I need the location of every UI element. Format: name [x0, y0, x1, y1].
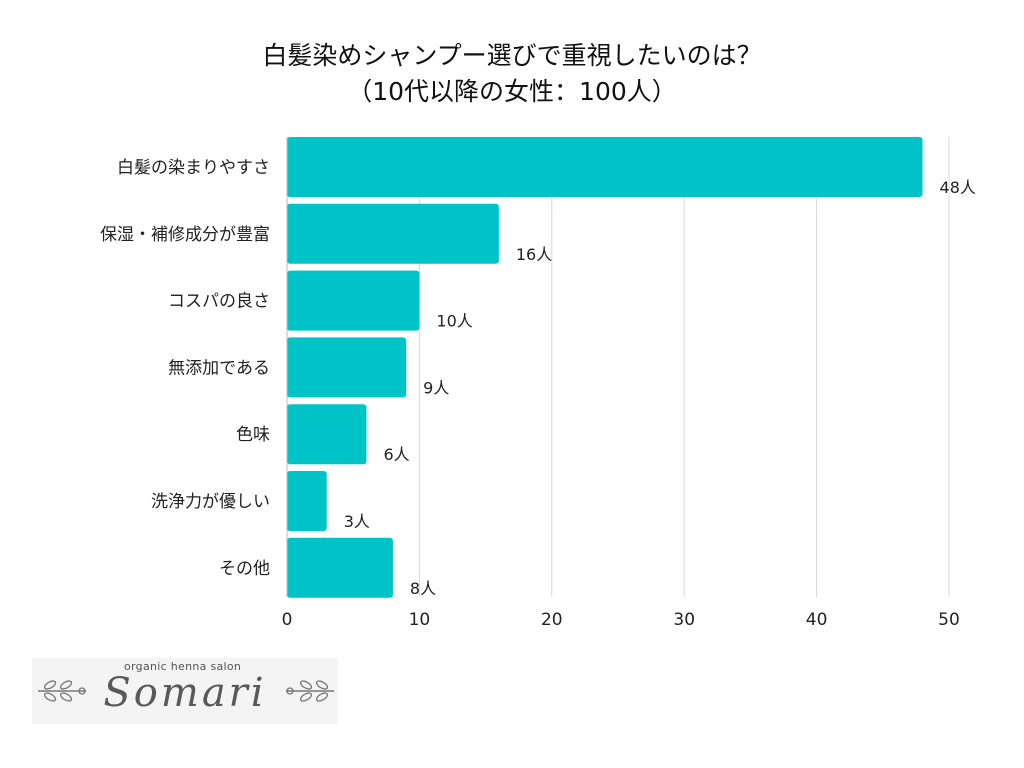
- category-label: 色味: [236, 425, 270, 445]
- value-label: 9人: [423, 378, 449, 397]
- category-label: コスパの良さ: [168, 292, 270, 312]
- category-label: 白髪の染まりやすさ: [117, 158, 270, 178]
- bar: [287, 270, 420, 331]
- category-label: 保湿・補修成分が豊富: [100, 225, 270, 245]
- category-label: 無添加である: [168, 358, 270, 378]
- leaf-branch-icon: [38, 680, 86, 702]
- x-tick-label: 30: [673, 610, 695, 630]
- value-label: 16人: [516, 245, 552, 264]
- bar: [287, 337, 407, 398]
- value-label: 8人: [410, 579, 436, 598]
- x-tick-label: 20: [541, 610, 563, 630]
- x-tick-label: 0: [282, 610, 293, 630]
- bar: [287, 404, 367, 465]
- brand-logo: organic henna salon Somari: [32, 658, 338, 724]
- chart-title: 白髪染めシャンプー選びで重視したいのは？ （10代以降の女性：100人）: [0, 38, 1024, 110]
- category-label: 洗浄力が優しい: [151, 492, 270, 512]
- logo-name: Somari: [103, 670, 267, 716]
- bar: [287, 471, 327, 531]
- bar: [287, 137, 923, 197]
- bar: [287, 537, 393, 598]
- value-label: 48人: [940, 178, 976, 197]
- category-label: その他: [219, 559, 270, 579]
- value-label: 10人: [436, 312, 472, 331]
- x-tick-label: 50: [938, 610, 960, 630]
- value-label: 6人: [383, 445, 409, 464]
- x-tick-label: 40: [806, 610, 828, 630]
- bar: [287, 203, 499, 264]
- x-tick-label: 10: [409, 610, 431, 630]
- value-label: 3人: [344, 512, 370, 531]
- logo-subtitle: organic henna salon: [124, 660, 242, 673]
- leaf-branch-icon: [286, 680, 334, 702]
- chart-title-line2: （10代以降の女性：100人）: [347, 77, 677, 106]
- chart-title-line1: 白髪染めシャンプー選びで重視したいのは？: [262, 41, 762, 70]
